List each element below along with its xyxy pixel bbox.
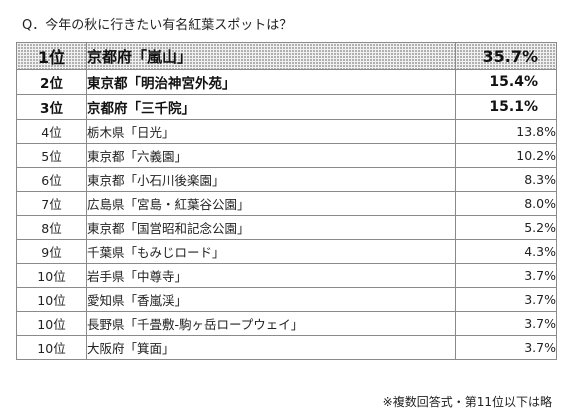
rank-cell: 10位	[16, 263, 87, 288]
rank-cell: 6位	[16, 167, 87, 192]
percent-cell: 8.3%	[455, 167, 557, 192]
table-row: 2位 東京都「明治神宮外苑」 15.4%	[16, 69, 557, 95]
percent-cell: 35.7%	[455, 42, 557, 70]
rank-cell: 9位	[16, 239, 87, 264]
spot-cell: 愛知県「香嵐渓」	[86, 287, 456, 312]
question-title: Q．今年の秋に行きたい有名紅葉スポットは？	[22, 18, 293, 33]
spot-cell: 京都府「三千院」	[86, 94, 456, 120]
percent-cell: 3.7%	[455, 335, 557, 360]
rank-cell: 10位	[16, 311, 87, 336]
table-row: 10位 長野県「千畳敷-駒ヶ岳ロープウェイ」 3.7%	[16, 311, 557, 336]
table-row: 10位 岩手県「中尊寺」 3.7%	[16, 263, 557, 288]
table-row: 10位 大阪府「箕面」 3.7%	[16, 335, 557, 360]
spot-cell: 栃木県「日光」	[86, 119, 456, 144]
spot-cell: 京都府「嵐山」	[86, 42, 456, 70]
table-row: 4位 栃木県「日光」 13.8%	[16, 119, 557, 144]
table-row: 5位 東京都「六義園」 10.2%	[16, 143, 557, 168]
percent-cell: 3.7%	[455, 263, 557, 288]
spot-cell: 東京都「小石川後楽園」	[86, 167, 456, 192]
percent-cell: 13.8%	[455, 119, 557, 144]
rank-cell: 8位	[16, 215, 87, 240]
spot-cell: 東京都「国営昭和記念公園」	[86, 215, 456, 240]
table-row: 1位 京都府「嵐山」 35.7%	[16, 42, 557, 70]
rank-cell: 3位	[16, 94, 87, 120]
spot-cell: 長野県「千畳敷-駒ヶ岳ロープウェイ」	[86, 311, 456, 336]
ranking-table: 1位 京都府「嵐山」 35.7% 2位 東京都「明治神宮外苑」 15.4% 3位…	[16, 42, 557, 360]
table-row: 8位 東京都「国営昭和記念公園」 5.2%	[16, 215, 557, 240]
table-row: 9位 千葉県「もみじロード」 4.3%	[16, 239, 557, 264]
spot-cell: 大阪府「箕面」	[86, 335, 456, 360]
rank-cell: 2位	[16, 69, 87, 95]
footnote: ※複数回答式・第11位以下は略	[382, 395, 552, 409]
rank-cell: 5位	[16, 143, 87, 168]
table-row: 3位 京都府「三千院」 15.1%	[16, 94, 557, 120]
percent-cell: 4.3%	[455, 239, 557, 264]
spot-cell: 岩手県「中尊寺」	[86, 263, 456, 288]
table-row: 7位 広島県「宮島・紅葉谷公園」 8.0%	[16, 191, 557, 216]
spot-cell: 千葉県「もみじロード」	[86, 239, 456, 264]
rank-cell: 10位	[16, 287, 87, 312]
percent-cell: 10.2%	[455, 143, 557, 168]
spot-cell: 東京都「六義園」	[86, 143, 456, 168]
rank-cell: 1位	[16, 42, 87, 70]
percent-cell: 3.7%	[455, 287, 557, 312]
percent-cell: 5.2%	[455, 215, 557, 240]
table-row: 10位 愛知県「香嵐渓」 3.7%	[16, 287, 557, 312]
table-row: 6位 東京都「小石川後楽園」 8.3%	[16, 167, 557, 192]
rank-cell: 10位	[16, 335, 87, 360]
rank-cell: 4位	[16, 119, 87, 144]
rank-cell: 7位	[16, 191, 87, 216]
percent-cell: 15.1%	[455, 94, 557, 120]
spot-cell: 東京都「明治神宮外苑」	[86, 69, 456, 95]
percent-cell: 8.0%	[455, 191, 557, 216]
percent-cell: 15.4%	[455, 69, 557, 95]
spot-cell: 広島県「宮島・紅葉谷公園」	[86, 191, 456, 216]
percent-cell: 3.7%	[455, 311, 557, 336]
